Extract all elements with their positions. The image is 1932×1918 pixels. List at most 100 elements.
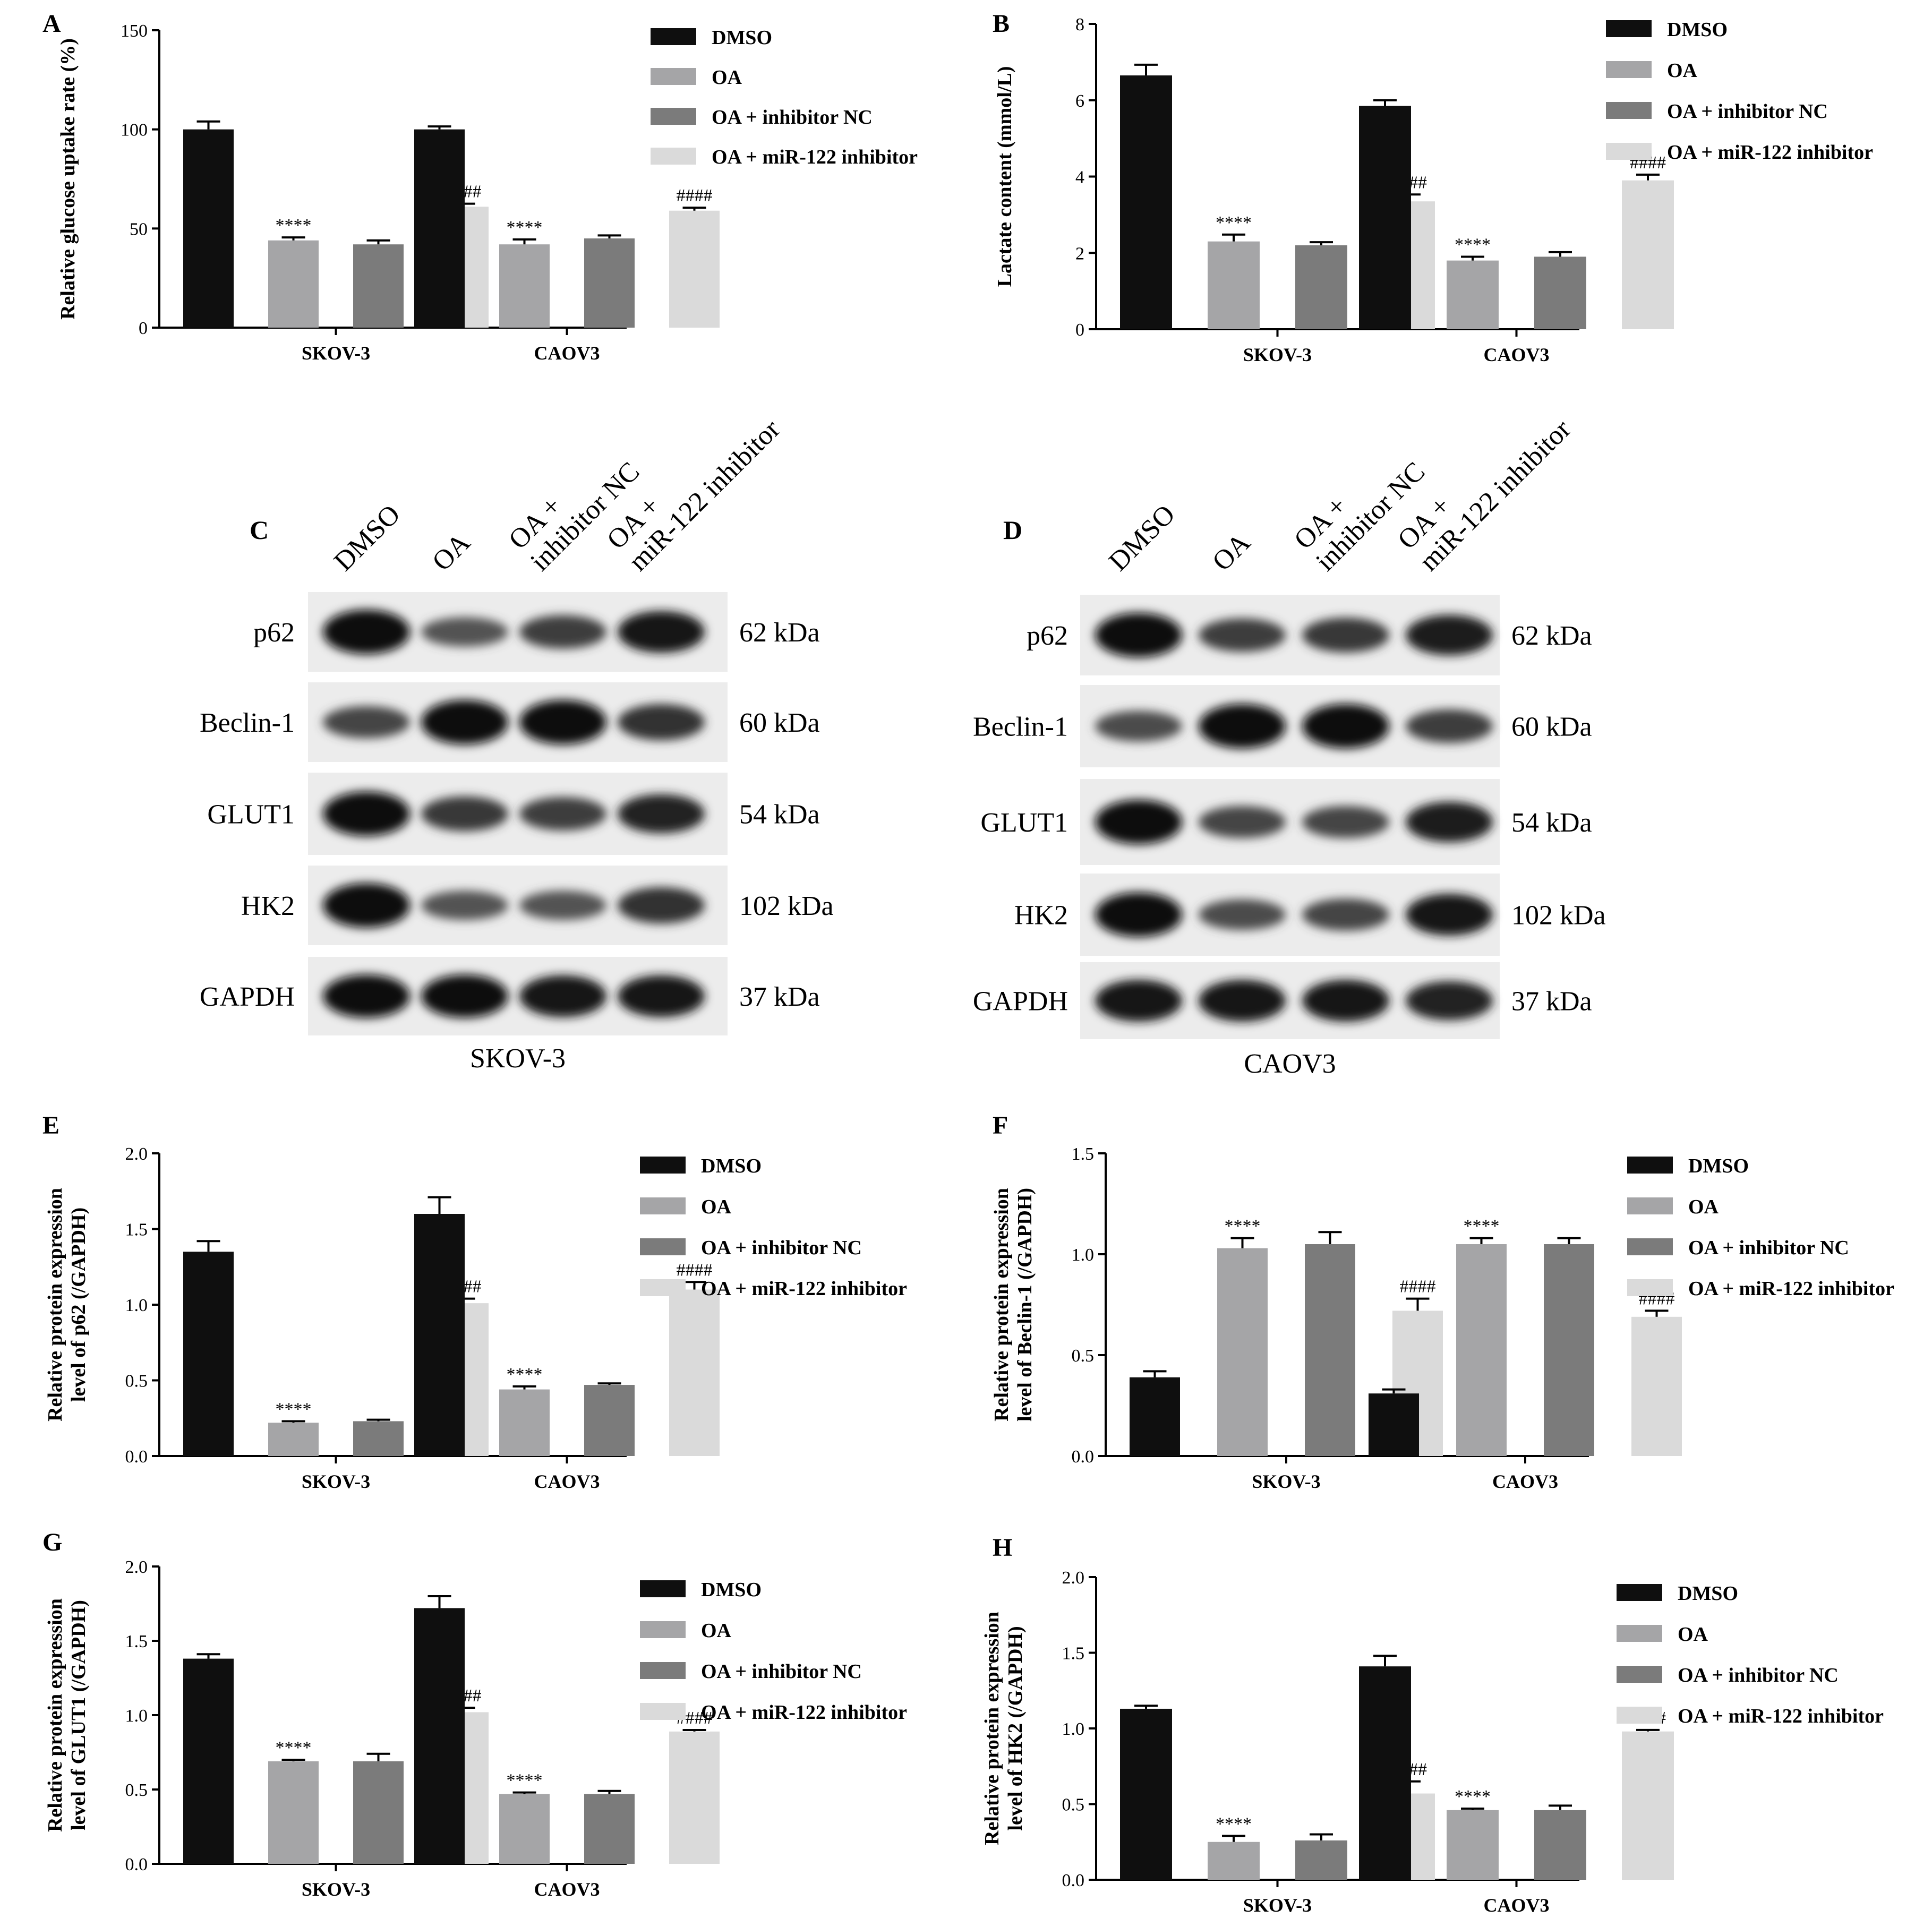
y-axis-label: Lactate content (mmol/L) [994,66,1016,287]
bar-oa-mir-122-inhibitor-caov3 [1631,1316,1682,1456]
band-glut1-lane-2 [421,796,508,832]
bar-oa-caov3 [499,244,550,328]
band-hk2-lane-2 [1199,899,1286,930]
bar-dmso-skov-3 [183,1252,234,1456]
lane-label-oa: OA [426,527,476,577]
panel-letter: F [993,1111,1008,1140]
legend-swatch [640,1621,686,1638]
x-tick-label: CAOV3 [534,1471,600,1492]
x-tick-label: CAOV3 [534,343,600,364]
band-p62-lane-4 [1406,614,1493,656]
y-tick-label: 1.5 [1062,1644,1085,1664]
legend-label: OA + inhibitor NC [1678,1664,1839,1686]
y-tick-label: 6 [1075,91,1084,111]
panel-letter: A [42,10,61,38]
band-glut1-lane-1 [1095,800,1182,844]
significance-label: #### [1400,1277,1436,1297]
band-beclin-1-lane-2 [1199,704,1286,749]
band-glut1-lane-3 [519,797,606,831]
protein-label-gapdh: GAPDH [973,987,1068,1017]
y-tick-label: 0.5 [1072,1346,1095,1366]
bar-dmso-caov3 [1359,106,1411,329]
chart-panel-g: G Relative protein expression level of GLU… [42,1528,907,1900]
legend-swatch [651,68,696,85]
legend-swatch [1606,143,1652,160]
size-label-gapdh: 37 kDa [739,982,820,1012]
band-glut1-lane-4 [1406,801,1493,843]
legend-swatch [1606,102,1652,119]
bar-dmso-caov3 [414,1608,465,1864]
panel-letter: H [993,1534,1012,1562]
legend-label: OA [701,1620,732,1642]
legend-swatch [1617,1584,1662,1601]
legend-swatch [1627,1157,1673,1174]
legend-swatch [640,1662,686,1679]
legend-label: OA [1678,1623,1708,1646]
bar-oa-inhibitor-nc-skov-3 [1305,1244,1355,1456]
bar-oa-inhibitor-nc-caov3 [584,238,635,328]
bar-oa-caov3 [499,1794,550,1864]
significance-label: **** [1464,1217,1500,1236]
y-tick-label: 1.5 [1072,1144,1095,1164]
band-glut1-lane-3 [1302,806,1389,838]
protein-label-glut1: GLUT1 [207,800,295,830]
protein-label-beclin-1: Beclin-1 [200,708,295,738]
legend-label: DMSO [701,1155,762,1177]
y-tick-label: 4 [1075,168,1084,187]
protein-label-hk2: HK2 [241,891,295,921]
bar-oa-caov3 [1447,260,1499,329]
y-tick-label: 150 [121,21,148,41]
protein-label-beclin-1: Beclin-1 [973,712,1068,742]
legend-label: OA + inhibitor NC [701,1237,862,1259]
legend-label: OA + inhibitor NC [701,1660,862,1683]
band-gapdh-lane-3 [1302,980,1389,1022]
y-axis-label: Relative glucose uptake rate (%) [57,38,79,320]
band-beclin-1-lane-3 [1302,704,1389,749]
band-hk2-lane-1 [1095,892,1182,937]
x-tick-label: SKOV-3 [1252,1471,1320,1492]
bar-dmso-skov-3 [1130,1377,1180,1456]
significance-label: **** [1455,1787,1491,1806]
y-tick-label: 1.5 [125,1632,148,1651]
y-tick-label: 0.0 [125,1447,148,1467]
significance-label: **** [1455,235,1491,254]
band-p62-lane-3 [519,615,606,649]
bar-oa-inhibitor-nc-skov-3 [1295,245,1347,329]
legend-label: OA [1688,1196,1719,1218]
y-tick-label: 1.0 [1072,1245,1095,1265]
size-label-hk2: 102 kDa [1511,901,1606,931]
bar-oa-caov3 [499,1389,550,1456]
band-gapdh-lane-3 [519,975,606,1017]
legend-label: OA + miR-122 inhibitor [1678,1705,1884,1727]
y-tick-label: 0.0 [1072,1447,1095,1467]
bar-dmso-caov3 [414,129,465,328]
significance-label: **** [276,216,312,235]
legend-swatch [640,1197,686,1214]
y-tick-label: 0.5 [1062,1795,1085,1815]
y-tick-label: 0 [1075,320,1084,340]
legend-swatch [1627,1197,1673,1214]
bar-oa-mir-122-inhibitor-caov3 [1622,180,1674,329]
legend-label: OA + miR-122 inhibitor [712,146,918,168]
protein-label-p62: p62 [253,618,295,648]
legend-swatch [651,108,696,125]
legend-label: OA + miR-122 inhibitor [701,1278,907,1300]
protein-label-gapdh: GAPDH [200,982,295,1012]
bar-oa-inhibitor-nc-caov3 [584,1385,635,1456]
y-axis-label: level of Beclin-1 (/GAPDH) [1014,1188,1036,1422]
y-tick-label: 0.0 [125,1855,148,1874]
band-p62-lane-1 [1095,613,1182,657]
chart-panel-f: F Relative protein expression level of Bec… [990,1111,1894,1492]
y-tick-label: 2 [1075,244,1084,263]
panel-letter: E [42,1111,59,1140]
band-hk2-lane-2 [421,891,508,920]
lane-label-dmso: DMSO [1103,499,1181,577]
band-hk2-lane-1 [323,883,410,928]
y-axis-label: Relative protein expression [981,1612,1003,1845]
lane-label-oa: OA [1207,527,1256,577]
y-axis-label: level of HK2 (/GAPDH) [1004,1626,1027,1830]
band-p62-lane-3 [1302,618,1389,653]
bar-oa-mir-122-inhibitor-caov3 [669,1731,720,1864]
